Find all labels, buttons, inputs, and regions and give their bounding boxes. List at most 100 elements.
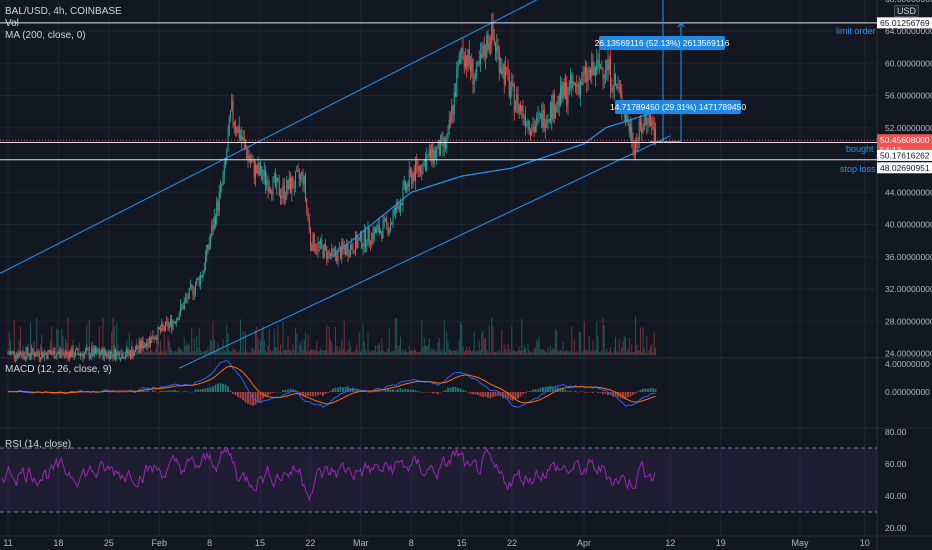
macd-hist-182 [462, 390, 464, 392]
volume-bar-126 [165, 350, 166, 355]
volume-bar-201 [258, 350, 260, 355]
volume-bar-354 [450, 350, 451, 355]
volume-bar-271 [346, 350, 348, 355]
volume-bar-230 [295, 327, 296, 355]
candle-body-317 [403, 181, 405, 186]
volume-bar-506 [640, 327, 641, 355]
volume-bar-265 [338, 346, 340, 355]
macd-hist-172 [437, 392, 439, 395]
volume-bar-494 [625, 337, 626, 355]
candle-body-438 [555, 111, 556, 118]
volume-bar-412 [522, 350, 524, 355]
volume-bar-130 [170, 347, 171, 355]
macd-hist-113 [289, 388, 292, 392]
macd-hist-170 [432, 392, 434, 394]
candle-body-79 [106, 353, 108, 357]
macd-hist-114 [292, 389, 294, 392]
volume-bar-353 [448, 349, 450, 355]
volume-bar-234 [300, 345, 301, 355]
candle-body-119 [156, 337, 158, 340]
candle-body-440 [557, 95, 559, 106]
volume-bar-123 [161, 351, 163, 355]
macd-hist-177 [449, 387, 452, 392]
candle-body-39 [56, 354, 58, 358]
candle-body-236 [302, 172, 304, 185]
volume-bar-263 [336, 346, 338, 355]
macd-hist-248 [627, 392, 629, 398]
candle-body-259 [331, 248, 333, 256]
candle-body-195 [251, 162, 253, 163]
candle-body-162 [210, 236, 211, 244]
volume-bar-141 [183, 337, 185, 355]
candle-body-392 [497, 46, 499, 50]
candle-body-66 [90, 356, 91, 358]
volume-bar-257 [328, 326, 330, 355]
macd-hist-125 [319, 392, 322, 395]
candle-body-132 [172, 322, 174, 329]
legend-rsi-label[interactable]: RSI (14, close) [5, 439, 72, 450]
candle-body-109 [143, 345, 145, 349]
currency-badge[interactable]: USD [894, 5, 920, 17]
candle-body-194 [250, 160, 251, 163]
candle-body-300 [382, 221, 384, 239]
volume-bar-436 [552, 348, 554, 355]
macd-hist-171 [434, 392, 437, 394]
macd-hist-222 [562, 388, 564, 392]
candle-body-495 [626, 115, 628, 122]
legend-vol[interactable]: Vol [5, 18, 19, 29]
macd-hist-196 [497, 392, 499, 396]
candle-body-225 [288, 177, 290, 190]
candle-body-506 [640, 120, 641, 128]
candle-body-372 [472, 59, 474, 85]
macd-hist-52 [137, 391, 139, 392]
volume-bar-351 [446, 331, 448, 355]
volume-bar-498 [630, 352, 631, 355]
volume-bar-423 [536, 339, 538, 355]
volume-bar-5 [13, 320, 15, 355]
volume-bar-249 [318, 350, 320, 355]
macd-hist-257 [649, 387, 652, 392]
candle-body-34 [50, 352, 51, 354]
candle-body-250 [320, 240, 321, 245]
candle-body-60 [82, 354, 84, 358]
candle-body-399 [506, 66, 508, 68]
candle-body-42 [60, 351, 61, 354]
macd-hist-72 [187, 391, 189, 393]
candle-body-501 [633, 148, 635, 156]
volume-bar-361 [458, 339, 460, 355]
macd-hist-77 [199, 389, 202, 392]
volume-bar-219 [281, 352, 283, 355]
legend-ma[interactable]: MA (200, close, 0) [5, 30, 86, 41]
volume-bar-510 [645, 352, 646, 355]
macd-hist-24 [67, 392, 69, 393]
macd-hist-240 [607, 392, 609, 396]
macd-hist-250 [632, 392, 634, 395]
price-tick-12: 32.00000000 [885, 284, 932, 294]
legend-macd-label[interactable]: MACD (12, 26, close, 9) [5, 364, 112, 375]
volume-bar-376 [477, 351, 479, 355]
volume-bar-421 [533, 348, 535, 355]
macd-hist-168 [427, 392, 429, 393]
candle-body-494 [625, 110, 626, 122]
volume-bar-313 [398, 345, 400, 355]
candle-body-384 [487, 34, 489, 50]
candle-body-455 [576, 84, 578, 88]
volume-bar-493 [623, 335, 625, 355]
volume-bar-328 [417, 352, 419, 355]
macd-hist-252 [637, 391, 639, 393]
candle-body-255 [326, 247, 328, 260]
volume-bar-18 [30, 322, 31, 355]
volume-bar-117 [153, 352, 155, 355]
volume-bar-220 [282, 321, 284, 355]
candle-body-59 [81, 354, 83, 355]
drawings[interactable]: 26.13569116 (52.13%) 2613569116 14.717894… [0, 0, 877, 369]
candle-body-2 [10, 352, 11, 355]
candle-body-278 [355, 234, 356, 254]
volume-bar-346 [440, 350, 441, 355]
volume-bar-88 [117, 344, 119, 355]
legend-symbol[interactable]: BAL/USD, 4h, COINBASE [5, 6, 122, 17]
macd-hist-221 [559, 387, 562, 392]
volume-bar-357 [453, 350, 455, 355]
volume-bar-358 [455, 350, 456, 355]
